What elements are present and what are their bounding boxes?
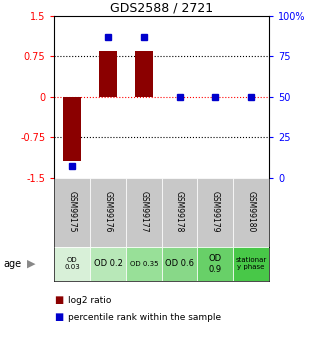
Text: GSM99178: GSM99178	[175, 191, 184, 233]
Text: OD 0.2: OD 0.2	[94, 259, 123, 268]
Bar	[54, 247, 90, 281]
Title: GDS2588 / 2721: GDS2588 / 2721	[110, 1, 213, 14]
Text: ▶: ▶	[27, 259, 35, 269]
Bar	[162, 178, 197, 247]
Bar	[126, 247, 162, 281]
Text: percentile rank within the sample: percentile rank within the sample	[68, 313, 221, 322]
Text: ■: ■	[54, 313, 64, 322]
Bar	[233, 178, 269, 247]
Text: OD 0.35: OD 0.35	[130, 261, 158, 267]
Text: age: age	[3, 259, 21, 269]
Text: stationar
y phase: stationar y phase	[235, 257, 267, 270]
Text: GSM99179: GSM99179	[211, 191, 220, 233]
Bar	[99, 51, 117, 97]
Bar	[197, 247, 233, 281]
Text: OD 0.6: OD 0.6	[165, 259, 194, 268]
Bar	[233, 247, 269, 281]
Text: log2 ratio: log2 ratio	[68, 296, 112, 305]
Bar	[90, 178, 126, 247]
Bar	[90, 247, 126, 281]
Text: ■: ■	[54, 295, 64, 305]
Bar	[54, 178, 90, 247]
Bar	[63, 97, 81, 161]
Bar	[135, 51, 153, 97]
Text: GSM99175: GSM99175	[68, 191, 77, 233]
Bar	[126, 178, 162, 247]
Text: GSM99180: GSM99180	[247, 191, 256, 233]
Bar	[162, 247, 197, 281]
Bar	[197, 178, 233, 247]
Text: GSM99176: GSM99176	[104, 191, 113, 233]
Text: GSM99177: GSM99177	[139, 191, 148, 233]
Text: OD
0.03: OD 0.03	[64, 257, 80, 270]
Text: OD
0.9: OD 0.9	[209, 254, 222, 274]
